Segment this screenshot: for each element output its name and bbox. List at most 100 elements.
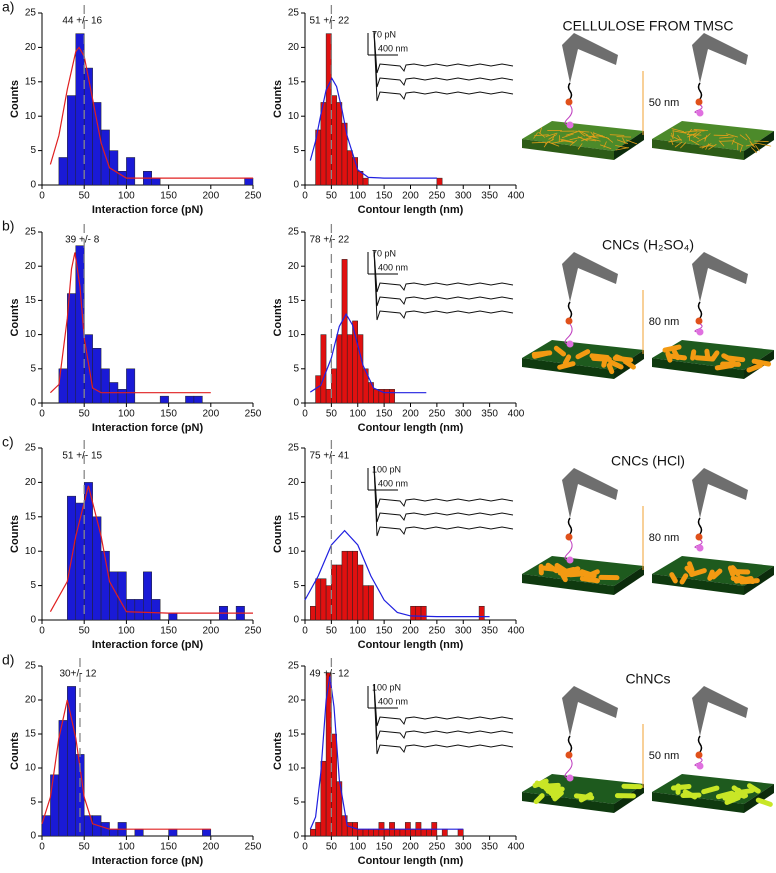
bar (75, 245, 85, 404)
fit-curve (49, 485, 253, 614)
fiber (725, 133, 738, 138)
x-tick-label: 0 (302, 626, 308, 637)
fit-annotation: 78 +/- 22 (309, 235, 349, 246)
fit-curve (49, 252, 211, 394)
y-tick-label: 15 (288, 729, 300, 740)
y-axis-label: Counts (272, 299, 284, 337)
fiber (605, 136, 614, 143)
bar (415, 605, 422, 621)
bar (362, 828, 369, 837)
fiber (579, 576, 600, 584)
y-axis-label: Counts (9, 80, 21, 118)
cantilever (562, 686, 618, 736)
fiber (704, 135, 707, 142)
x-tick-label: 50 (326, 191, 338, 202)
bar (389, 389, 395, 404)
y-tick-label: 10 (25, 111, 37, 122)
bar (100, 129, 110, 186)
bar (109, 571, 119, 621)
x-tick-label: 150 (376, 191, 393, 202)
fiber (715, 790, 735, 800)
bead (565, 751, 573, 759)
fiber (587, 137, 601, 142)
fiber (562, 133, 574, 138)
x-tick-label: 200 (202, 191, 219, 202)
fiber (590, 131, 596, 138)
y-tick-label: 25 (288, 661, 300, 672)
ligand (566, 340, 574, 348)
x-tick-label: 250 (429, 626, 446, 637)
y-tick-label: 15 (288, 511, 300, 522)
y-tick-label: 20 (288, 42, 300, 53)
fiber (606, 362, 615, 375)
y-tick-label: 20 (25, 261, 37, 272)
x-tick-label: 200 (202, 409, 219, 420)
y-tick-label: 25 (288, 8, 300, 19)
inset-force-label: 70 pN (372, 248, 396, 258)
fiber (671, 128, 685, 133)
fiber (745, 133, 751, 140)
bar (75, 33, 85, 186)
bar (185, 395, 195, 404)
cantilever (692, 33, 748, 83)
fiber (689, 568, 707, 578)
fiber (599, 144, 612, 149)
fiber (693, 129, 709, 131)
y-tick-label: 0 (293, 180, 299, 191)
x-tick-label: 350 (481, 191, 498, 202)
bar (92, 102, 102, 186)
cantilever (562, 252, 618, 302)
bar (134, 828, 144, 837)
schematic-title: ChNCs (625, 671, 670, 687)
force-curve (373, 30, 514, 74)
y-axis-label: Counts (9, 515, 21, 553)
ligand (566, 556, 574, 564)
fit-annotation: 49 +/- 12 (309, 669, 349, 680)
cantilever (562, 468, 618, 518)
y-tick-label: 10 (288, 111, 300, 122)
x-axis-label: Interaction force (pN) (92, 422, 204, 434)
bar (336, 564, 343, 621)
force-curve (373, 683, 514, 755)
fiber (711, 568, 723, 580)
y-tick-label: 20 (25, 477, 37, 488)
bead (565, 98, 573, 106)
fiber (758, 143, 772, 147)
bar (346, 334, 353, 404)
fiber (580, 136, 592, 142)
fiber (552, 790, 564, 802)
y-tick-label: 10 (288, 546, 300, 557)
x-tick-label: 50 (79, 842, 91, 853)
bar (83, 482, 93, 621)
x-tick-label: 400 (508, 626, 525, 637)
tether (564, 104, 573, 126)
force-curve (373, 465, 514, 537)
bar (168, 612, 178, 621)
fiber (548, 141, 560, 147)
x-tick-label: 150 (160, 409, 177, 420)
x-tick-label: 0 (302, 409, 308, 420)
x-tick-label: 250 (429, 409, 446, 420)
schematic-title: CNCs (H₂SO₄) (602, 237, 694, 253)
fiber (754, 140, 769, 143)
y-tick-label: 5 (30, 363, 36, 374)
x-tick-label: 200 (402, 409, 419, 420)
fiber (591, 355, 612, 362)
bar (383, 828, 390, 837)
fiber (746, 363, 763, 373)
substrate-side (614, 784, 644, 813)
ligand (566, 774, 574, 782)
fiber (550, 787, 562, 799)
bar (383, 389, 390, 404)
y-tick-label: 5 (30, 797, 36, 808)
bar (373, 389, 380, 404)
fiber (560, 139, 575, 143)
x-tick-label: 0 (39, 409, 45, 420)
fiber (690, 349, 697, 361)
y-axis-label: Counts (272, 80, 284, 118)
y-axis-label: Counts (272, 732, 284, 770)
bar (109, 828, 119, 837)
bead (695, 533, 703, 541)
fiber (578, 792, 593, 803)
fiber (534, 134, 549, 137)
